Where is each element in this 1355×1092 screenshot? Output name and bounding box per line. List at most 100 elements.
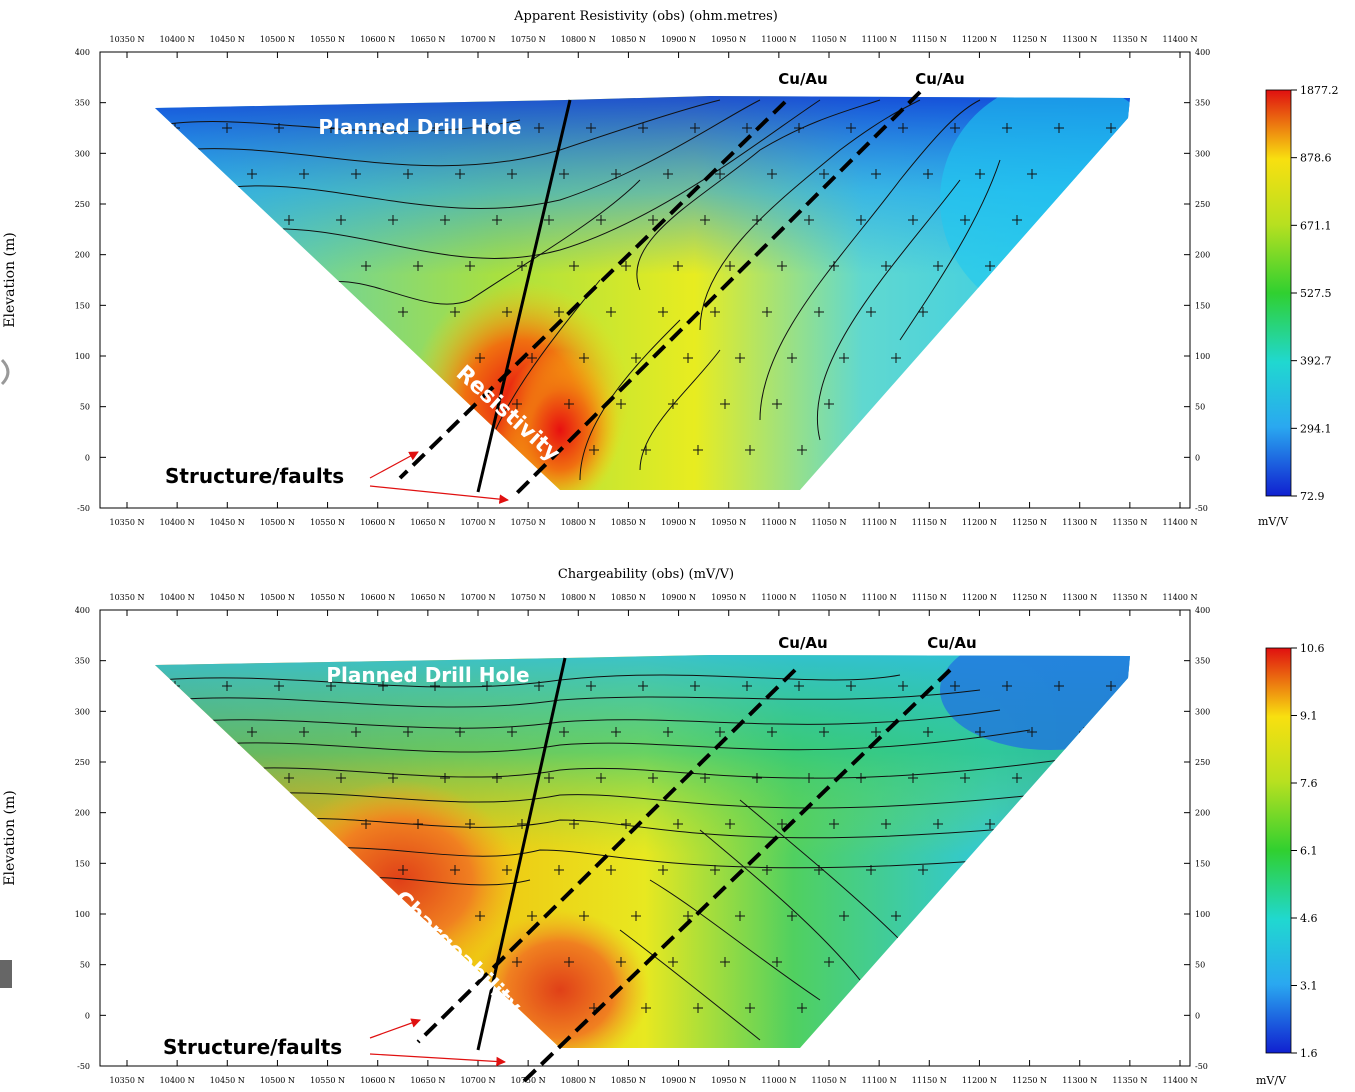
x-tick-label: 10450 N [210, 593, 245, 602]
y-tick-label: 50 [80, 961, 90, 970]
data-point [631, 911, 641, 921]
target-label-left: Cu/Au [778, 70, 827, 88]
x-tick-label: 10550 N [310, 35, 345, 44]
x-tick-label: 11100 N [862, 35, 897, 44]
x-tick-label: 10550 N [310, 1076, 345, 1085]
data-point [430, 123, 440, 133]
data-point [638, 681, 648, 691]
data-point [710, 307, 720, 317]
data-point [777, 819, 787, 829]
data-point [517, 819, 527, 829]
y-tick-label: 150 [1195, 301, 1210, 310]
data-point [544, 215, 554, 225]
data-point [527, 911, 537, 921]
y-tick-label: 350 [75, 99, 90, 108]
data-point [950, 123, 960, 133]
data-point [247, 727, 257, 737]
colorbar-tick-label: 671.1 [1300, 219, 1332, 232]
x-tick-label: 10400 N [160, 593, 195, 602]
data-point [814, 307, 824, 317]
data-point [616, 957, 626, 967]
y-tick-label: 0 [1195, 1011, 1200, 1020]
x-tick-label: 11050 N [812, 593, 847, 602]
x-tick-label: 10400 N [160, 518, 195, 527]
x-tick-label: 11250 N [1012, 593, 1047, 602]
contour-line [579, 319, 681, 481]
y-tick-label: 400 [75, 606, 90, 615]
target-label-left: Cu/Au [778, 634, 827, 652]
data-point [658, 865, 668, 875]
y-axis-left: 400 350 300 250 200 150 100 50 0 -50 [75, 48, 106, 513]
contour-line [639, 349, 721, 471]
x-tick-label: 11300 N [1062, 1076, 1097, 1085]
x-tick-label: 10550 N [310, 518, 345, 527]
section-fill [155, 655, 1130, 1048]
contour-line [636, 99, 881, 291]
data-point [690, 681, 700, 691]
contour-line [759, 99, 981, 421]
data-point [378, 681, 388, 691]
data-point [742, 123, 752, 133]
y-tick-label: -50 [77, 1062, 90, 1071]
data-point [616, 399, 626, 409]
data-point [361, 819, 371, 829]
data-point [482, 681, 492, 691]
fault-arrow-lower [369, 1053, 506, 1067]
x-tick-label: 10800 N [561, 35, 596, 44]
data-point [745, 1003, 755, 1013]
contour-line [159, 119, 521, 132]
chargeability-panel: Chargeability (obs) (mV/V) 10350 N 10400 … [2, 567, 1325, 1087]
data-point [752, 773, 762, 783]
data-point [398, 865, 408, 875]
x-tick-label: 10400 N [160, 1076, 195, 1085]
data-point [274, 123, 284, 133]
colorbar-tick-label: 4.6 [1300, 912, 1318, 925]
fault-line-right [518, 668, 952, 1087]
data-point [413, 261, 423, 271]
data-point [326, 681, 336, 691]
colorbar-tick-label: 6.1 [1300, 845, 1318, 858]
data-point [1012, 215, 1022, 225]
colorbar [1265, 647, 1292, 1054]
data-point [891, 911, 901, 921]
x-tick-label: 11300 N [1062, 518, 1097, 527]
y-tick-label: -50 [77, 504, 90, 513]
colorbar-tick-label: 3.1 [1300, 980, 1318, 993]
data-point [715, 169, 725, 179]
data-point [668, 957, 678, 967]
x-tick-label: 10950 N [711, 35, 746, 44]
data-point [673, 261, 683, 271]
x-tick-label: 11000 N [761, 593, 796, 602]
data-point [403, 169, 413, 179]
data-point [814, 865, 824, 875]
y-tick-label: 400 [75, 48, 90, 57]
data-point [673, 819, 683, 829]
drill-hole-label: Planned Drill Hole [326, 663, 529, 687]
data-point [596, 773, 606, 783]
data-points [170, 123, 1116, 455]
x-tick-label: 10450 N [210, 35, 245, 44]
x-tick-label: 10500 N [260, 1076, 295, 1085]
x-tick-label: 10400 N [160, 35, 195, 44]
data-point [856, 773, 866, 783]
data-point [512, 957, 522, 967]
data-point [507, 169, 517, 179]
x-tick-label: 10800 N [561, 593, 596, 602]
fault-line-left [398, 100, 787, 480]
x-tick-label: 10800 N [561, 1076, 596, 1085]
contour-line [649, 879, 821, 1001]
y-tick-label: 350 [75, 657, 90, 666]
data-point [388, 215, 398, 225]
contour-lines [159, 674, 1111, 1041]
data-point [824, 957, 834, 967]
data-point [606, 307, 616, 317]
x-tick-label: 10750 N [511, 1076, 546, 1085]
y-tick-label: 400 [1195, 48, 1210, 57]
y-tick-label: 300 [75, 707, 90, 716]
x-tick-label: 10750 N [511, 518, 546, 527]
contour-line [739, 799, 901, 941]
x-tick-label: 11250 N [1012, 518, 1047, 527]
x-tick-label: 10350 N [110, 35, 145, 44]
chart-title: Chargeability (obs) (mV/V) [558, 567, 734, 582]
data-point [455, 727, 465, 737]
